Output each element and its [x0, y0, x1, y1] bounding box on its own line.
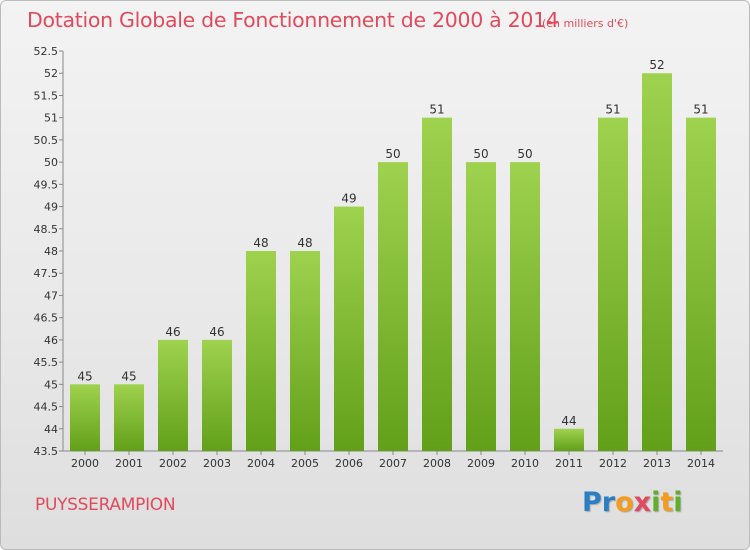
y-tick-label: 45.5 [34, 356, 59, 369]
data-label: 45 [121, 369, 136, 383]
y-tick-label: 46.5 [34, 312, 59, 325]
logo-part: x [633, 487, 652, 518]
y-tick-label: 50.5 [34, 134, 59, 147]
bar [686, 117, 716, 452]
bar [70, 384, 100, 451]
y-tick-label: 44.5 [34, 401, 59, 414]
bar [202, 339, 232, 451]
bar [642, 73, 672, 451]
y-tick-label: 51 [44, 112, 58, 125]
x-tick-label: 2014 [687, 457, 715, 470]
y-tick-label: 47.5 [34, 267, 59, 280]
y-tick-label: 47 [44, 289, 58, 302]
x-tick-label: 2006 [335, 457, 363, 470]
x-tick-label: 2003 [203, 457, 231, 470]
x-tick-label: 2001 [115, 457, 143, 470]
y-tick-label: 44 [44, 423, 58, 436]
x-tick-label: 2004 [247, 457, 275, 470]
bars: 45 45 46 46 48 48 49 50 51 50 50 44 51 52 51 [70, 58, 716, 452]
logo-part: i [673, 487, 683, 518]
x-tick-label: 2000 [71, 457, 99, 470]
bar [378, 162, 408, 451]
logo-part: i [651, 487, 661, 518]
data-label: 46 [165, 325, 180, 339]
logo-part: o [615, 487, 634, 518]
y-tick-label: 50 [44, 156, 58, 169]
logo-part: Pr [582, 487, 616, 518]
x-tick-label: 2011 [555, 457, 583, 470]
x-tick-label: 2009 [467, 457, 495, 470]
bar [334, 206, 364, 451]
data-label: 51 [605, 103, 620, 117]
bar [554, 428, 584, 451]
x-tick-label: 2002 [159, 457, 187, 470]
y-axis: 43.5 44 44.5 45 45.5 46 46.5 47 47.5 48 48.5 49 49.5… [34, 45, 64, 458]
chart-subtitle: (en milliers d'€) [542, 17, 629, 30]
x-tick-label: 2007 [379, 457, 407, 470]
bar [290, 251, 320, 451]
x-tick-label: 2008 [423, 457, 451, 470]
proxiti-logo: Proxiti [582, 487, 683, 518]
bar [510, 162, 540, 451]
bar [114, 384, 144, 451]
x-axis: 2000 2001 2002 2003 2004 2005 2006 2007 2008 2009… [63, 450, 723, 470]
chart-title: Dotation Globale de Fonctionnement de 20… [27, 8, 559, 32]
y-tick-label: 51.5 [34, 89, 59, 102]
x-tick-label: 2013 [643, 457, 671, 470]
data-label: 49 [341, 192, 356, 206]
data-label: 48 [297, 236, 312, 250]
x-tick-label: 2010 [511, 457, 539, 470]
data-label: 50 [473, 147, 488, 161]
bar [158, 339, 188, 451]
data-label: 51 [429, 103, 444, 117]
y-tick-label: 48 [44, 245, 58, 258]
y-tick-label: 52 [44, 67, 58, 80]
x-tick-label: 2005 [291, 457, 319, 470]
y-tick-label: 43.5 [34, 445, 59, 458]
data-label: 52 [649, 58, 664, 72]
y-tick-label: 52.5 [34, 45, 59, 58]
y-tick-label: 49.5 [34, 178, 59, 191]
bar [422, 117, 452, 452]
data-label: 44 [561, 414, 576, 428]
y-tick-label: 49 [44, 201, 58, 214]
logo-part: t [660, 487, 674, 518]
data-label: 50 [385, 147, 400, 161]
commune-name: PUYSSERAMPION [35, 495, 176, 515]
data-label: 51 [693, 103, 708, 117]
data-label: 48 [253, 236, 268, 250]
y-tick-label: 45 [44, 378, 58, 391]
data-label: 46 [209, 325, 224, 339]
x-tick-label: 2012 [599, 457, 627, 470]
bar [598, 117, 628, 452]
data-label: 45 [77, 369, 92, 383]
bar [466, 162, 496, 451]
data-label: 50 [517, 147, 532, 161]
y-tick-label: 46 [44, 334, 58, 347]
bar [246, 251, 276, 451]
y-tick-label: 48.5 [34, 223, 59, 236]
